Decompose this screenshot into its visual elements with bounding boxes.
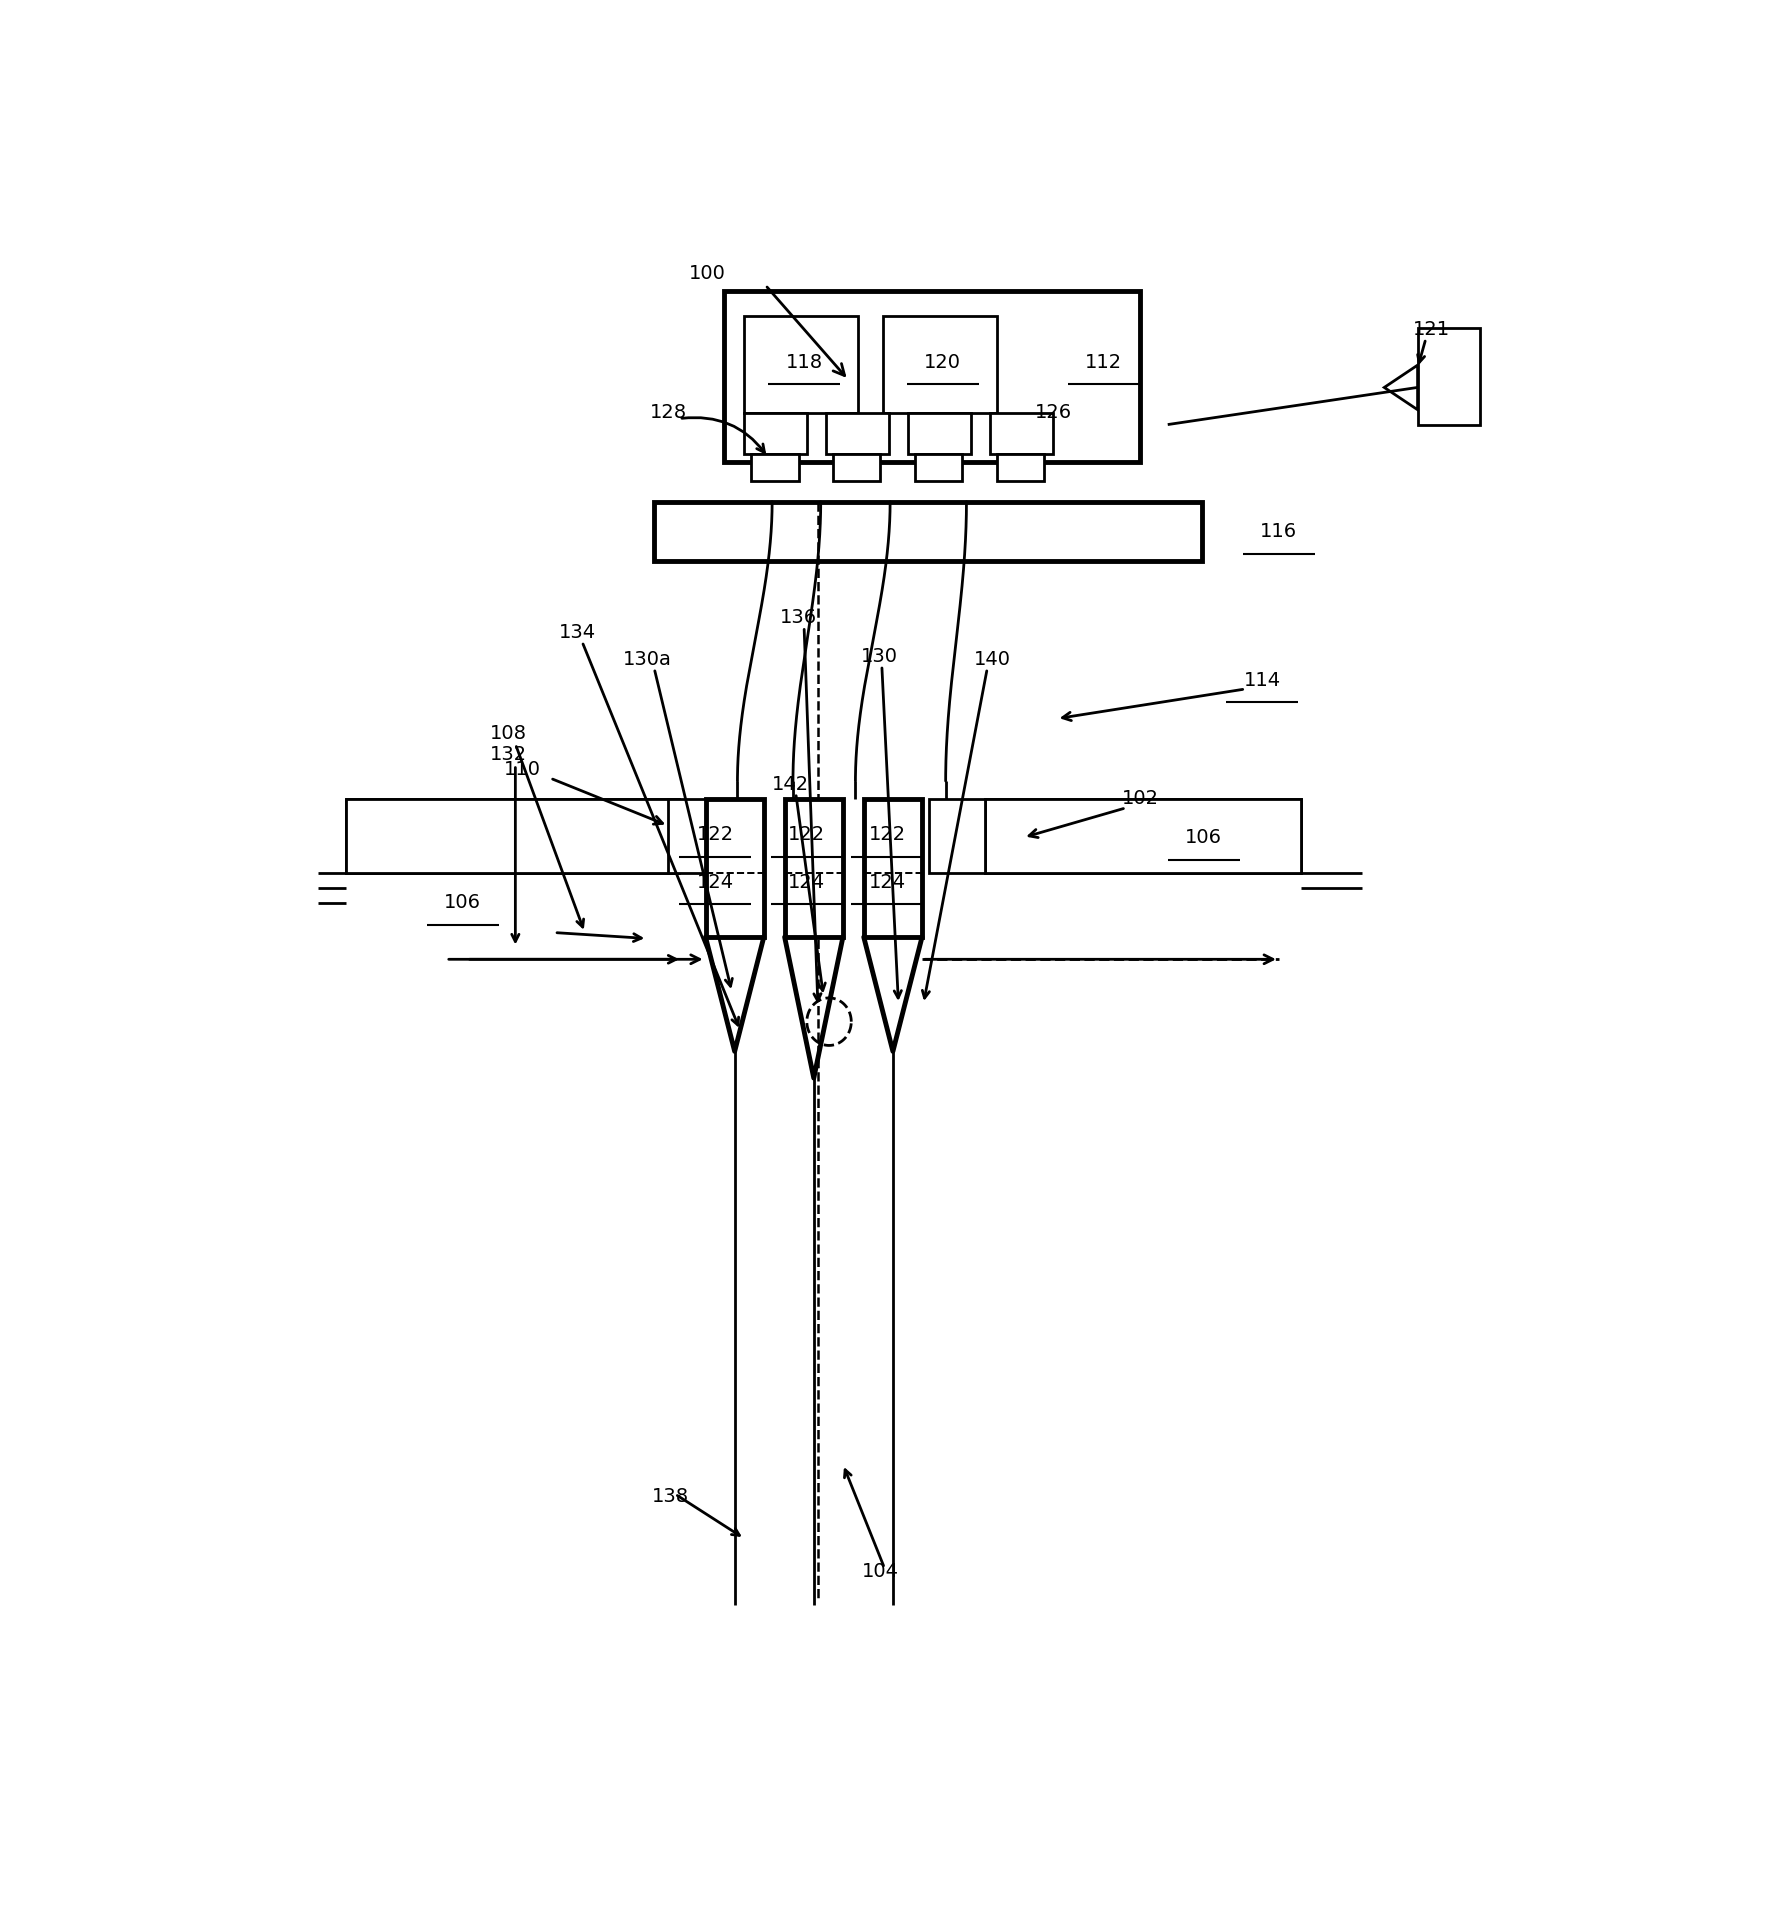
Text: 142: 142 xyxy=(772,775,810,793)
Text: 124: 124 xyxy=(788,872,826,891)
Bar xyxy=(724,291,1141,461)
Bar xyxy=(985,799,1300,874)
Text: 116: 116 xyxy=(1261,523,1297,540)
Text: 126: 126 xyxy=(1035,403,1073,422)
Text: 124: 124 xyxy=(869,872,906,891)
Text: 110: 110 xyxy=(503,760,541,779)
Text: 104: 104 xyxy=(861,1562,899,1580)
Bar xyxy=(346,799,679,874)
Bar xyxy=(833,455,881,480)
Bar xyxy=(346,799,679,874)
Text: 132: 132 xyxy=(491,745,527,764)
Text: 124: 124 xyxy=(697,872,734,891)
Text: 140: 140 xyxy=(974,650,1012,669)
Text: 106: 106 xyxy=(1186,828,1221,847)
Text: 106: 106 xyxy=(444,893,482,912)
Bar xyxy=(668,799,724,874)
Bar xyxy=(826,413,888,455)
Bar xyxy=(990,413,1053,455)
Text: 122: 122 xyxy=(697,826,734,845)
Text: 122: 122 xyxy=(788,826,826,845)
Bar xyxy=(998,455,1044,480)
Text: 100: 100 xyxy=(688,264,725,282)
Bar xyxy=(930,799,985,874)
Bar xyxy=(706,799,763,937)
Text: 121: 121 xyxy=(1413,320,1451,340)
Bar xyxy=(745,316,858,413)
Text: 136: 136 xyxy=(779,608,817,627)
Bar xyxy=(883,316,998,413)
Text: 138: 138 xyxy=(652,1487,690,1507)
Bar xyxy=(985,799,1300,874)
Text: 112: 112 xyxy=(1085,353,1123,372)
Text: 134: 134 xyxy=(559,623,596,642)
Text: 122: 122 xyxy=(869,826,906,845)
Bar xyxy=(784,799,844,937)
Bar xyxy=(752,455,799,480)
Bar xyxy=(745,413,808,455)
Text: 128: 128 xyxy=(650,403,686,422)
Text: 108: 108 xyxy=(491,723,527,743)
Text: 102: 102 xyxy=(1121,789,1159,808)
Text: 120: 120 xyxy=(924,353,962,372)
Bar xyxy=(863,799,922,937)
Text: 118: 118 xyxy=(786,353,822,372)
Text: 130a: 130a xyxy=(623,650,672,669)
Bar xyxy=(908,413,971,455)
Bar xyxy=(654,502,1202,561)
Bar xyxy=(1418,328,1479,424)
Text: 114: 114 xyxy=(1243,671,1281,689)
Text: 130: 130 xyxy=(860,646,897,666)
Bar xyxy=(915,455,962,480)
